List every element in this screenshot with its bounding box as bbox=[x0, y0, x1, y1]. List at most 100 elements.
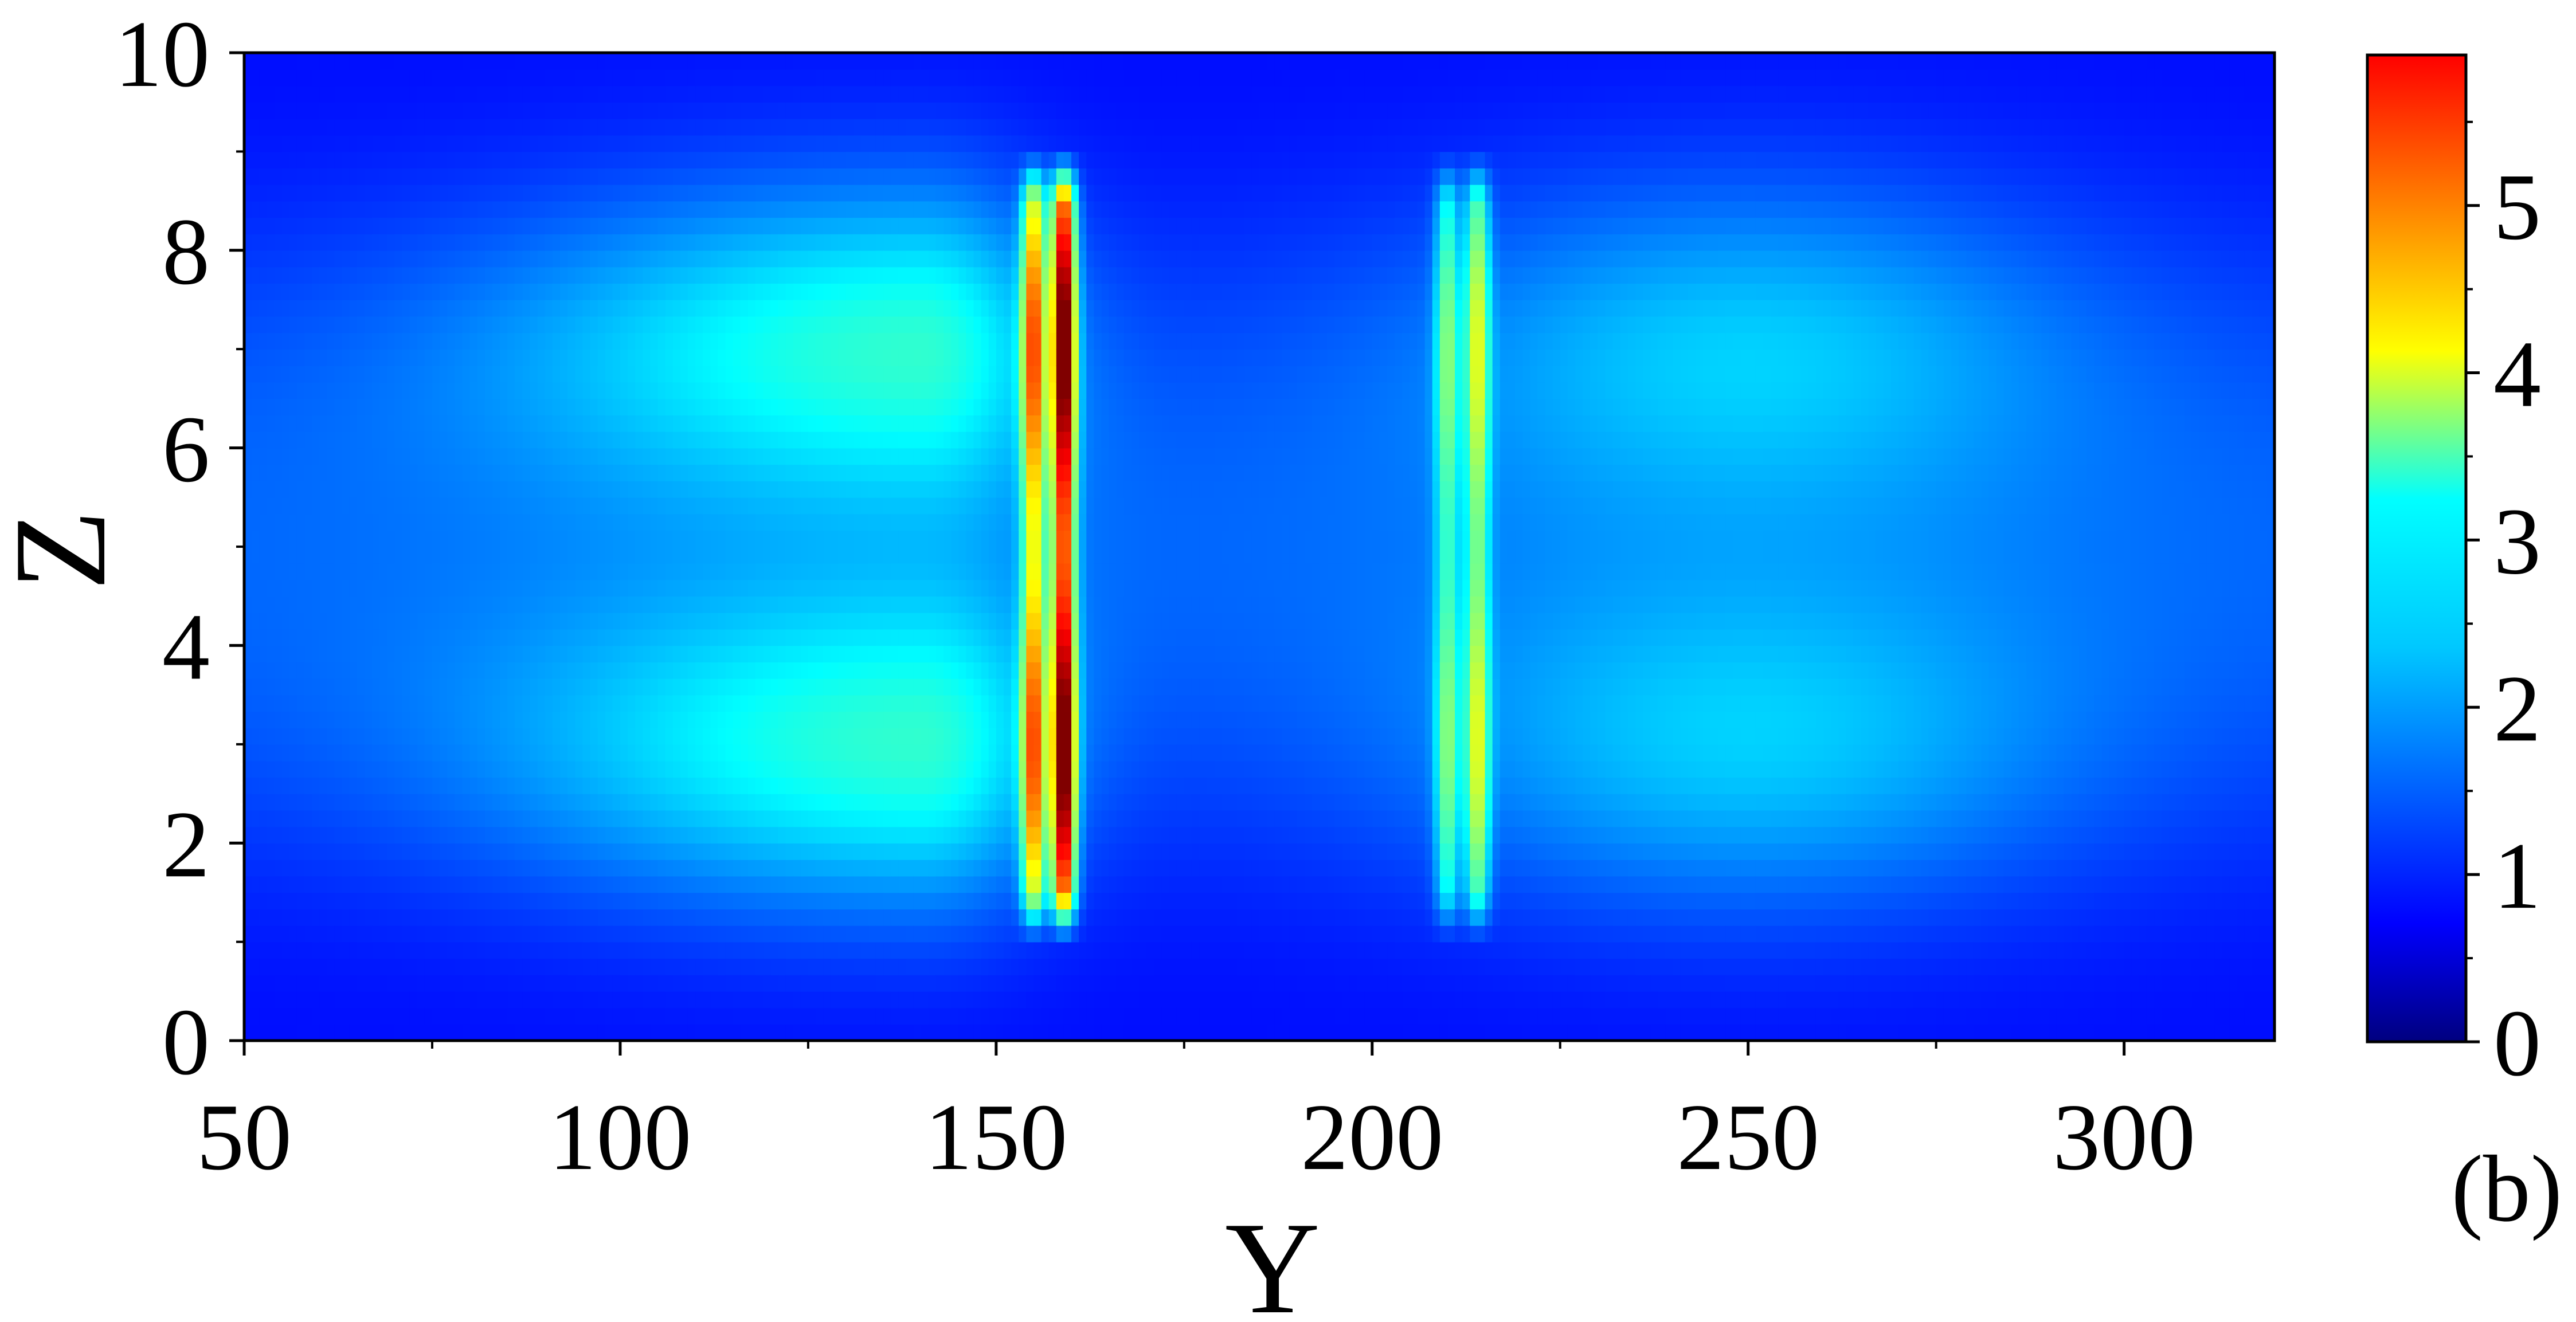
heatmap-cell bbox=[469, 794, 478, 811]
heatmap-cell bbox=[394, 398, 403, 415]
heatmap-cell bbox=[763, 513, 772, 531]
heatmap-cell bbox=[357, 283, 365, 300]
heatmap-cell bbox=[559, 365, 568, 383]
heatmap-cell bbox=[281, 398, 290, 415]
heatmap-cell bbox=[740, 382, 749, 399]
heatmap-cell bbox=[281, 1007, 290, 1025]
heatmap-cell bbox=[860, 876, 869, 893]
heatmap-cell bbox=[800, 151, 809, 168]
heatmap-cell bbox=[559, 579, 568, 597]
heatmap-cell bbox=[281, 794, 290, 811]
heatmap-cell bbox=[387, 596, 396, 613]
heatmap-cell bbox=[628, 464, 636, 481]
heatmap-cell bbox=[537, 547, 546, 564]
heatmap-cell bbox=[500, 497, 508, 515]
heatmap-cell bbox=[643, 1007, 651, 1025]
heatmap-cell bbox=[755, 794, 764, 811]
heatmap-cell bbox=[823, 53, 832, 70]
heatmap-cell bbox=[537, 810, 546, 827]
heatmap-cell bbox=[552, 547, 561, 564]
heatmap-cell bbox=[597, 563, 606, 580]
heatmap-cell bbox=[507, 794, 516, 811]
heatmap-cell bbox=[432, 365, 440, 383]
heatmap-cell bbox=[853, 991, 862, 1009]
heatmap-cell bbox=[778, 398, 786, 415]
heatmap-cell bbox=[409, 349, 418, 366]
heatmap-cell bbox=[402, 1024, 410, 1041]
heatmap-cell bbox=[575, 991, 584, 1009]
heatmap-cell bbox=[793, 102, 801, 119]
heatmap-cell bbox=[244, 53, 252, 70]
heatmap-cell bbox=[657, 497, 666, 515]
heatmap-cell bbox=[643, 415, 651, 432]
heatmap-cell bbox=[545, 151, 553, 168]
heatmap-cell bbox=[507, 925, 516, 943]
heatmap-cell bbox=[853, 135, 862, 152]
heatmap-cell bbox=[831, 744, 839, 762]
heatmap-cell bbox=[409, 662, 418, 679]
heatmap-cell bbox=[349, 975, 358, 992]
heatmap-cell bbox=[334, 876, 343, 893]
heatmap-cell bbox=[612, 711, 621, 728]
heatmap-cell bbox=[296, 744, 305, 762]
heatmap-cell bbox=[530, 118, 538, 136]
heatmap-cell bbox=[515, 184, 523, 202]
heatmap-cell bbox=[575, 382, 584, 399]
heatmap-cell bbox=[703, 678, 711, 696]
heatmap-cell bbox=[334, 250, 343, 268]
heatmap-cell bbox=[687, 365, 696, 383]
heatmap-cell bbox=[357, 53, 365, 70]
heatmap-cell bbox=[590, 382, 598, 399]
heatmap-cell bbox=[582, 876, 591, 893]
heatmap-cell bbox=[823, 942, 832, 959]
heatmap-cell bbox=[695, 596, 704, 613]
heatmap-cell bbox=[785, 283, 794, 300]
heatmap-cell bbox=[725, 547, 734, 564]
heatmap-cell bbox=[650, 612, 659, 630]
heatmap-cell bbox=[417, 794, 425, 811]
heatmap-cell bbox=[296, 810, 305, 827]
heatmap-cell bbox=[462, 300, 471, 317]
heatmap-cell bbox=[559, 728, 568, 745]
heatmap-cell bbox=[590, 102, 598, 119]
heatmap-cell bbox=[687, 201, 696, 218]
heatmap-cell bbox=[575, 118, 584, 136]
heatmap-cell bbox=[402, 629, 410, 646]
heatmap-cell bbox=[590, 810, 598, 827]
heatmap-cell bbox=[432, 645, 440, 662]
heatmap-cell bbox=[447, 497, 456, 515]
heatmap-cell bbox=[296, 382, 305, 399]
heatmap-cell bbox=[823, 760, 832, 778]
heatmap-cell bbox=[816, 448, 824, 465]
heatmap-cell bbox=[567, 300, 576, 317]
heatmap-cell bbox=[259, 398, 268, 415]
heatmap-cell bbox=[605, 69, 613, 87]
heatmap-cell bbox=[733, 53, 741, 70]
heatmap-cell bbox=[845, 349, 854, 366]
heatmap-cell bbox=[657, 843, 666, 860]
heatmap-cell bbox=[484, 497, 493, 515]
heatmap-cell bbox=[597, 629, 606, 646]
heatmap-cell bbox=[304, 481, 312, 498]
heatmap-cell bbox=[259, 300, 268, 317]
heatmap-cell bbox=[785, 909, 794, 926]
heatmap-cell bbox=[605, 547, 613, 564]
heatmap-cell bbox=[650, 300, 659, 317]
heatmap-cell bbox=[274, 794, 283, 811]
heatmap-cell bbox=[597, 234, 606, 251]
heatmap-cell bbox=[845, 662, 854, 679]
heatmap-cell bbox=[733, 349, 741, 366]
heatmap-cell bbox=[537, 925, 546, 943]
heatmap-cell bbox=[267, 892, 275, 909]
heatmap-cell bbox=[357, 464, 365, 481]
heatmap-cell bbox=[665, 777, 674, 794]
heatmap-cell bbox=[244, 316, 252, 334]
heatmap-cell bbox=[597, 711, 606, 728]
heatmap-cell bbox=[657, 464, 666, 481]
heatmap-cell bbox=[379, 1007, 388, 1025]
heatmap-cell bbox=[252, 382, 260, 399]
heatmap-cell bbox=[590, 612, 598, 630]
heatmap-cell bbox=[816, 925, 824, 943]
heatmap-cell bbox=[605, 151, 613, 168]
heatmap-cell bbox=[469, 481, 478, 498]
